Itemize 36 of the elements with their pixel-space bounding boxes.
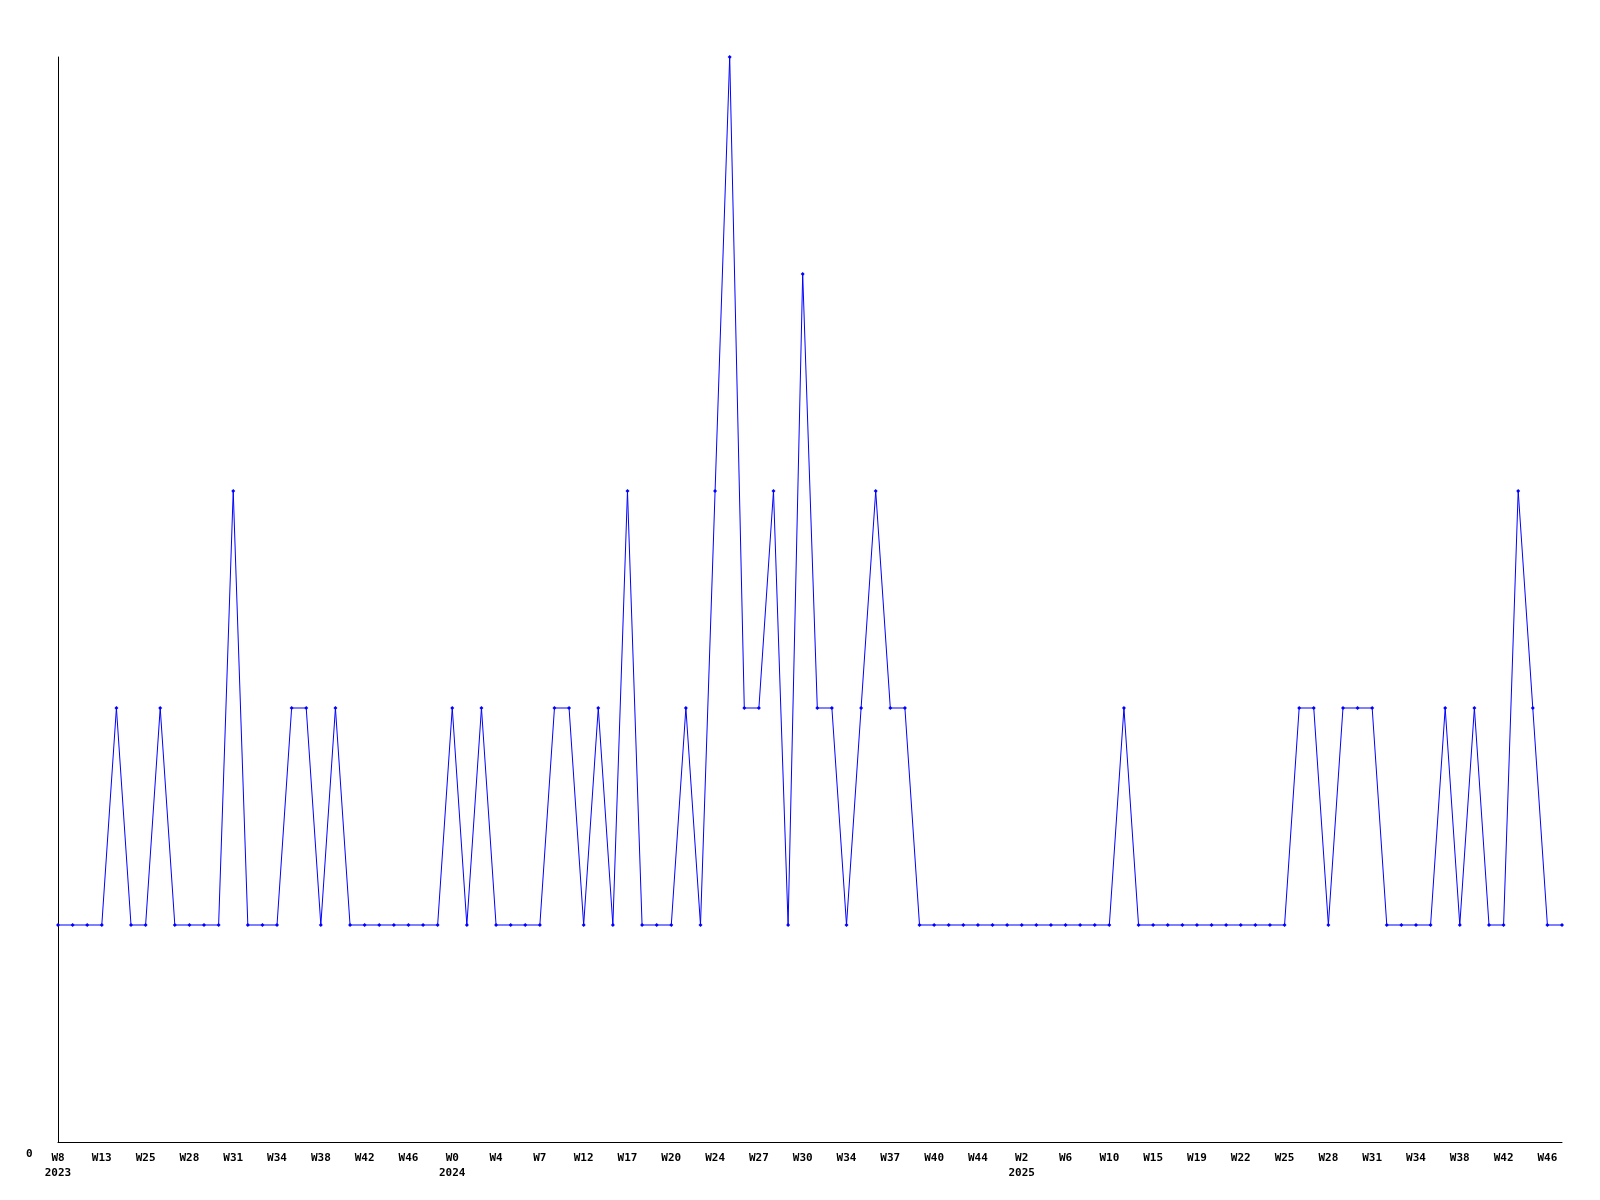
x-tick-label: W38 bbox=[310, 1151, 331, 1164]
x-tick-label: W24 bbox=[705, 1151, 726, 1164]
x-tick-label: W25 bbox=[135, 1151, 156, 1164]
text: 0 bbox=[26, 1147, 33, 1160]
x-tick-label: W34 bbox=[836, 1151, 857, 1164]
x-tick-label: W8 2023 bbox=[44, 1151, 72, 1179]
x-tick-label: W44 bbox=[967, 1151, 989, 1164]
x-tick-label: W4 bbox=[489, 1151, 504, 1164]
x-tick-label: W37 bbox=[880, 1151, 901, 1164]
x-tick-label: W42 bbox=[354, 1151, 375, 1164]
x-tick-label: W38 bbox=[1449, 1151, 1470, 1164]
x-tick-label: W0 2024 bbox=[439, 1151, 466, 1179]
x-tick-label: W17 bbox=[617, 1151, 638, 1164]
x-tick-label: W28 bbox=[1318, 1151, 1339, 1164]
x-tick-label: W30 bbox=[792, 1151, 813, 1164]
x-tick-label: W31 bbox=[1362, 1151, 1383, 1164]
x-tick-label: W6 bbox=[1058, 1151, 1073, 1164]
x-tick-label: W34 bbox=[267, 1151, 288, 1164]
x-tick-label: W22 bbox=[1230, 1151, 1251, 1164]
x-tick-label: W46 bbox=[398, 1151, 419, 1164]
x-tick-label: W46 bbox=[1537, 1151, 1558, 1164]
x-tick-label: W27 bbox=[748, 1151, 769, 1164]
x-tick-label: W25 bbox=[1274, 1151, 1295, 1164]
x-tick-label: W2 2025 bbox=[1008, 1151, 1035, 1179]
x-tick-label: W13 bbox=[91, 1151, 112, 1164]
x-tick-label: W7 bbox=[533, 1151, 547, 1164]
x-tick-label: W10 bbox=[1099, 1151, 1120, 1164]
x-tick-label: W19 bbox=[1187, 1151, 1207, 1164]
x-tick-label: W15 bbox=[1143, 1151, 1164, 1164]
x-tick-label: W31 bbox=[223, 1151, 244, 1164]
x-tick-label: W40 bbox=[924, 1151, 945, 1164]
x-tick-label: W12 bbox=[573, 1151, 594, 1164]
x-tick-label: W34 bbox=[1406, 1151, 1427, 1164]
x-tick-label: W28 bbox=[179, 1151, 200, 1164]
x-tick-label: W20 bbox=[661, 1151, 682, 1164]
x-tick-label: W42 bbox=[1493, 1151, 1514, 1164]
